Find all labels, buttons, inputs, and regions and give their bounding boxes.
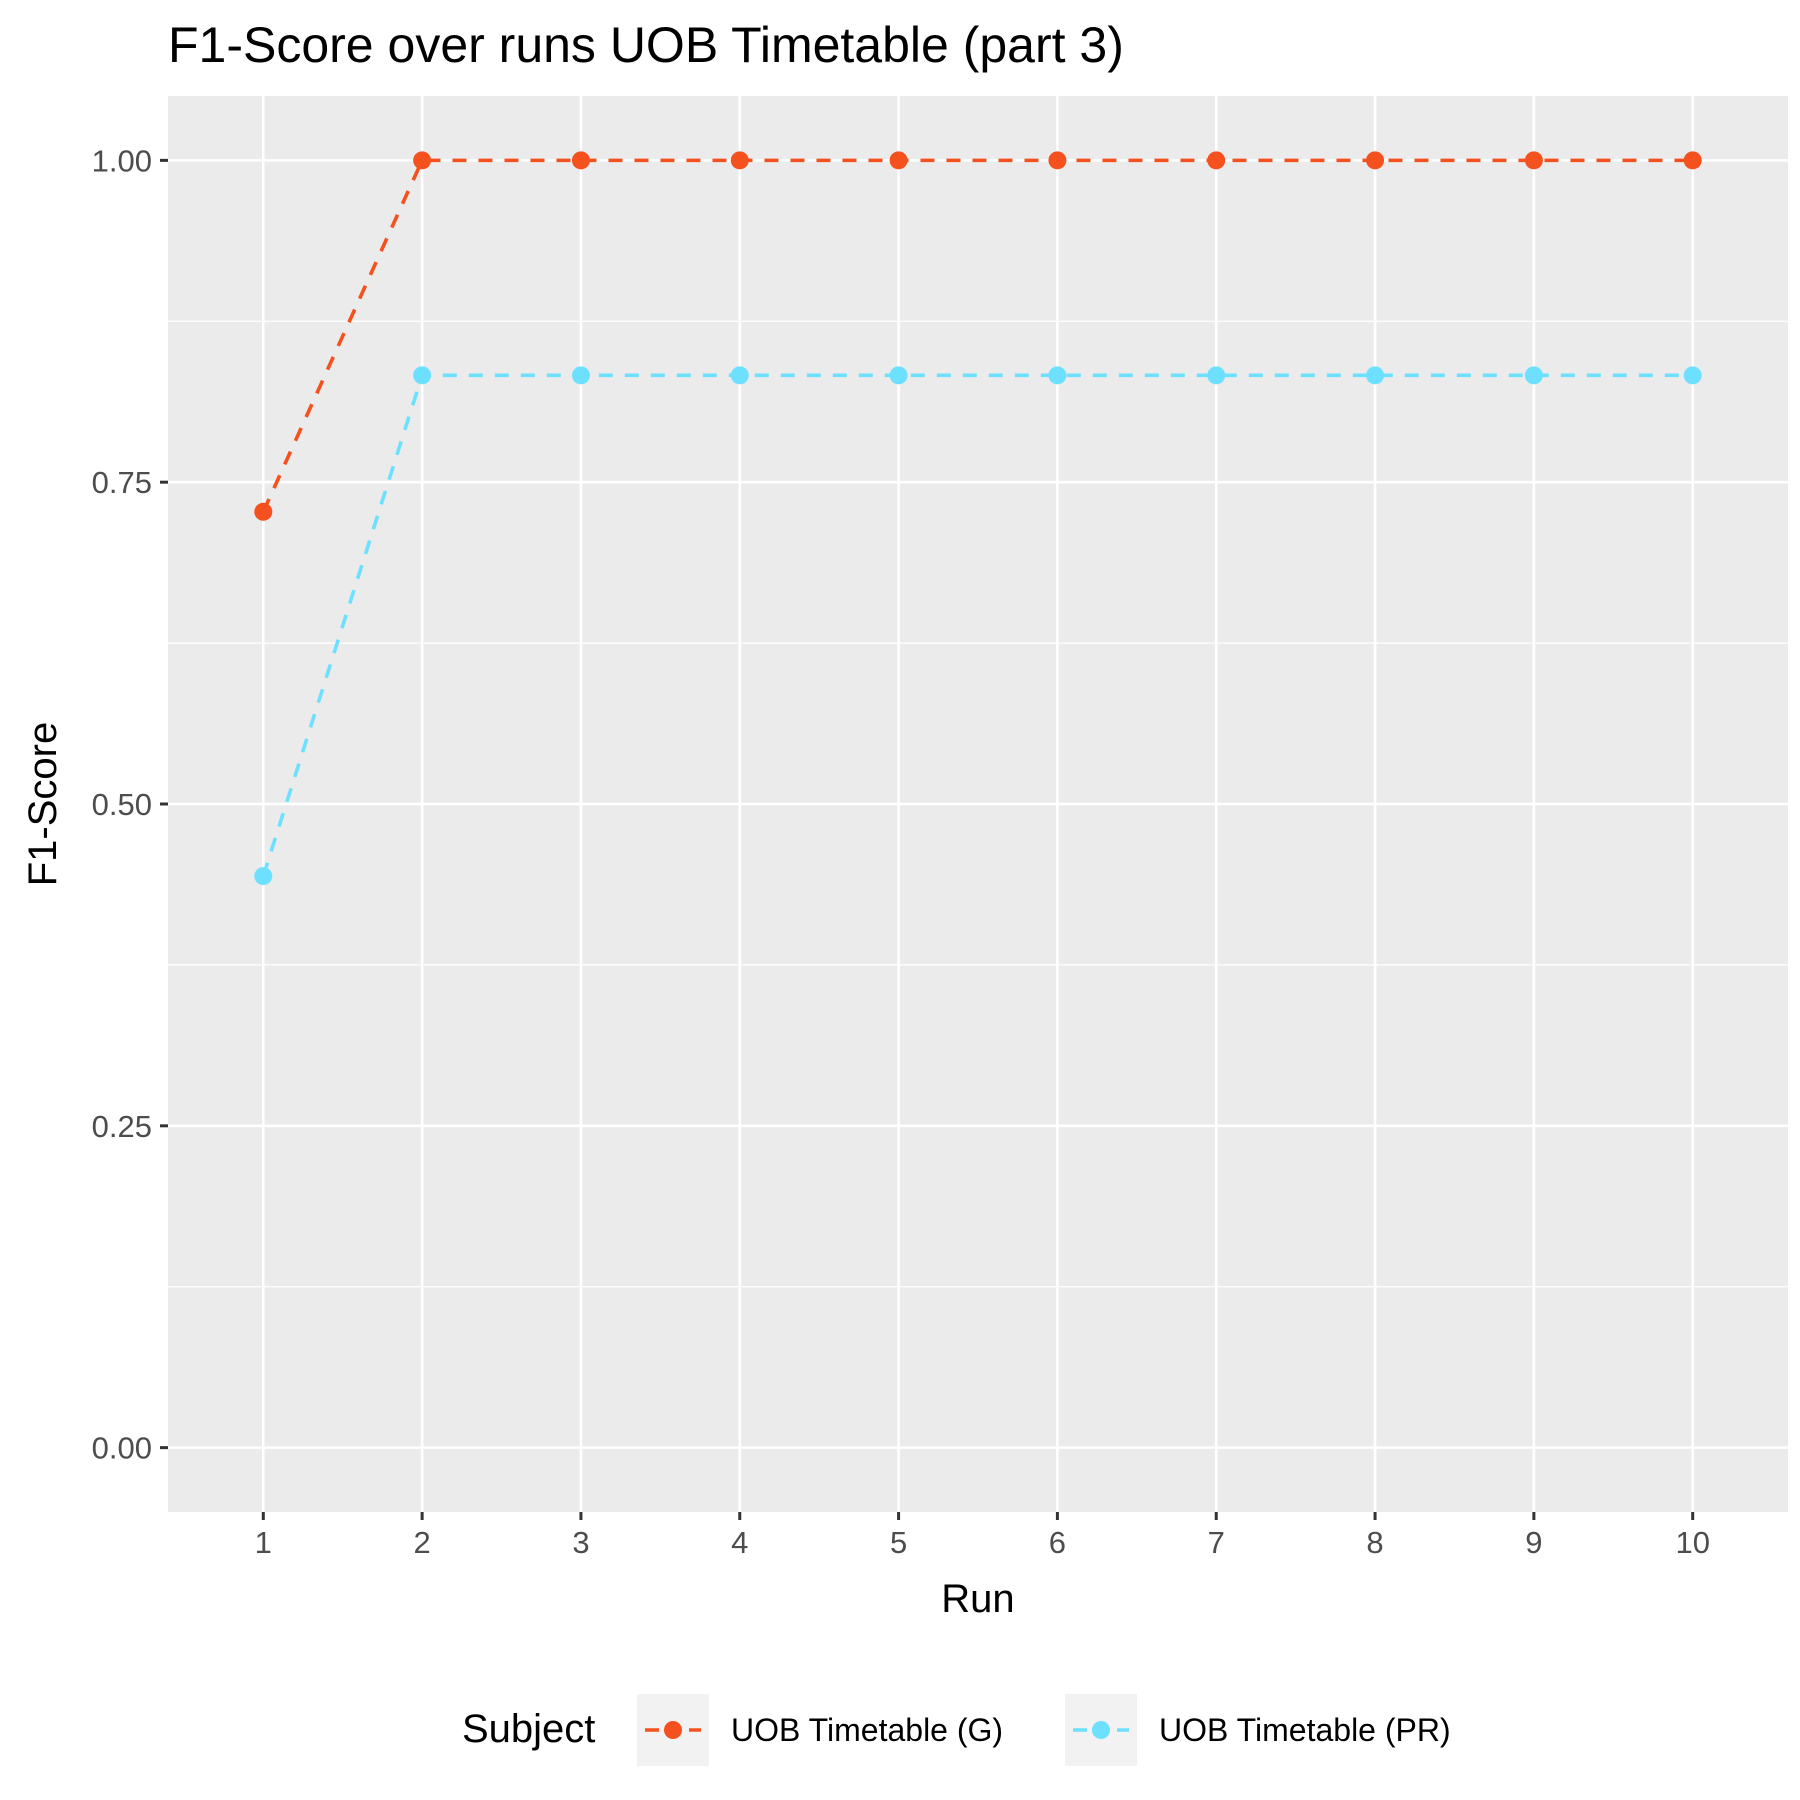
y-axis-title: F1-Score xyxy=(21,722,65,887)
x-tick-label: 5 xyxy=(890,1525,907,1560)
series-2-point xyxy=(413,366,432,385)
series-2-point xyxy=(1683,366,1702,385)
x-tick-label: 7 xyxy=(1208,1525,1225,1560)
series-2-point xyxy=(1524,366,1543,385)
y-tick-label: 0.75 xyxy=(92,465,152,500)
series-1-point xyxy=(1207,151,1226,170)
y-axis: 0.00 0.25 0.50 0.75 1.00 xyxy=(92,143,168,1466)
legend-label: UOB Timetable (G) xyxy=(731,1712,1003,1748)
legend-key-point xyxy=(664,1721,682,1739)
series-line-2 xyxy=(261,373,1693,877)
series-1-point xyxy=(1683,151,1702,170)
series-1-point xyxy=(889,151,908,170)
series-1-point xyxy=(1048,151,1067,170)
legend: Subject UOB Timetable (G) UOB Timetable (… xyxy=(462,1694,1451,1766)
series-1-point xyxy=(1366,151,1385,170)
chart-title: F1-Score over runs UOB Timetable (part 3… xyxy=(168,17,1124,73)
series-2-point xyxy=(1207,366,1226,385)
y-tick-label: 0.00 xyxy=(92,1431,152,1466)
legend-label: UOB Timetable (PR) xyxy=(1159,1712,1451,1748)
series-1-point xyxy=(730,151,749,170)
series-line-1 xyxy=(261,158,1693,513)
x-tick-label: 2 xyxy=(413,1525,430,1560)
x-tick-label: 4 xyxy=(731,1525,748,1560)
series-1-point xyxy=(254,502,273,521)
series-1-point xyxy=(1524,151,1543,170)
x-tick-label: 3 xyxy=(572,1525,589,1560)
x-axis: 1 2 3 4 5 6 7 8 9 10 xyxy=(255,1512,1710,1560)
series-2-point xyxy=(730,366,749,385)
legend-title: Subject xyxy=(462,1707,595,1751)
x-tick-label: 1 xyxy=(255,1525,272,1560)
y-tick-label: 0.50 xyxy=(92,787,152,822)
series-2-point xyxy=(889,366,908,385)
x-tick-label: 9 xyxy=(1525,1525,1542,1560)
series-layer xyxy=(254,151,1702,886)
y-tick-label: 0.25 xyxy=(92,1109,152,1144)
series-2-point xyxy=(254,867,273,886)
x-axis-title: Run xyxy=(941,1577,1014,1621)
series-2-point xyxy=(1048,366,1067,385)
series-1-point xyxy=(571,151,590,170)
legend-key-point xyxy=(1092,1721,1110,1739)
series-2-point xyxy=(1366,366,1385,385)
x-tick-label: 10 xyxy=(1675,1525,1709,1560)
x-tick-label: 6 xyxy=(1049,1525,1066,1560)
y-tick-label: 1.00 xyxy=(92,143,152,178)
x-tick-label: 8 xyxy=(1366,1525,1383,1560)
series-1-point xyxy=(413,151,432,170)
series-2-point xyxy=(571,366,590,385)
